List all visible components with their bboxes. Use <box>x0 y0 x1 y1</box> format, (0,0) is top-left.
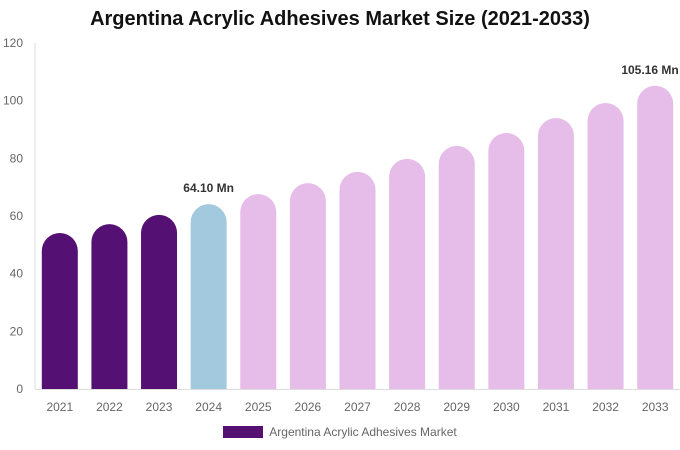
bar-2032 <box>587 102 624 390</box>
x-tick-label: 2030 <box>493 400 520 414</box>
legend-label: Argentina Acrylic Adhesives Market <box>269 425 457 439</box>
bar-2023 <box>141 214 178 389</box>
y-tick-label: 80 <box>10 151 24 165</box>
bar-2031 <box>537 117 574 389</box>
bar-2022 <box>91 224 128 389</box>
y-tick-label: 20 <box>10 324 24 338</box>
x-tick-label: 2022 <box>96 400 123 414</box>
bar-2027 <box>339 171 376 389</box>
x-tick-label: 2025 <box>245 400 272 414</box>
y-tick-label: 0 <box>16 382 23 396</box>
bar-2029 <box>438 145 475 389</box>
y-tick-label: 120 <box>3 36 23 50</box>
y-tick-label: 60 <box>10 209 24 223</box>
x-tick-label: 2031 <box>543 400 570 414</box>
x-tick-label: 2029 <box>443 400 470 414</box>
bar-2021 <box>41 233 78 389</box>
x-tick-label: 2026 <box>295 400 322 414</box>
x-tick-label: 2024 <box>195 400 222 414</box>
bar-2024 <box>190 204 227 389</box>
y-tick-label: 40 <box>10 267 24 281</box>
bar-chart: 0 20 40 60 80 100 120 2021 2022 2023 2024 64.10 Mn 2… <box>3 36 680 414</box>
x-tick-label: 2032 <box>592 400 619 414</box>
chart-title: Argentina Acrylic Adhesives Market Size … <box>90 8 590 30</box>
data-label-2024: 64.10 Mn <box>183 181 234 195</box>
legend-swatch <box>223 426 264 438</box>
bar-2028 <box>389 158 426 389</box>
bar-2033 <box>637 85 674 389</box>
bar-2026 <box>289 183 326 389</box>
legend: Argentina Acrylic Adhesives Market <box>0 425 680 439</box>
x-tick-label: 2021 <box>46 400 73 414</box>
x-tick-label: 2033 <box>642 400 669 414</box>
y-tick-label: 100 <box>3 94 23 108</box>
data-label-2033: 105.16 Mn <box>621 63 678 77</box>
x-tick-label: 2023 <box>146 400 173 414</box>
x-tick-label: 2028 <box>394 400 421 414</box>
bar-2030 <box>488 132 525 389</box>
bar-2025 <box>240 194 277 389</box>
x-tick-label: 2027 <box>344 400 371 414</box>
